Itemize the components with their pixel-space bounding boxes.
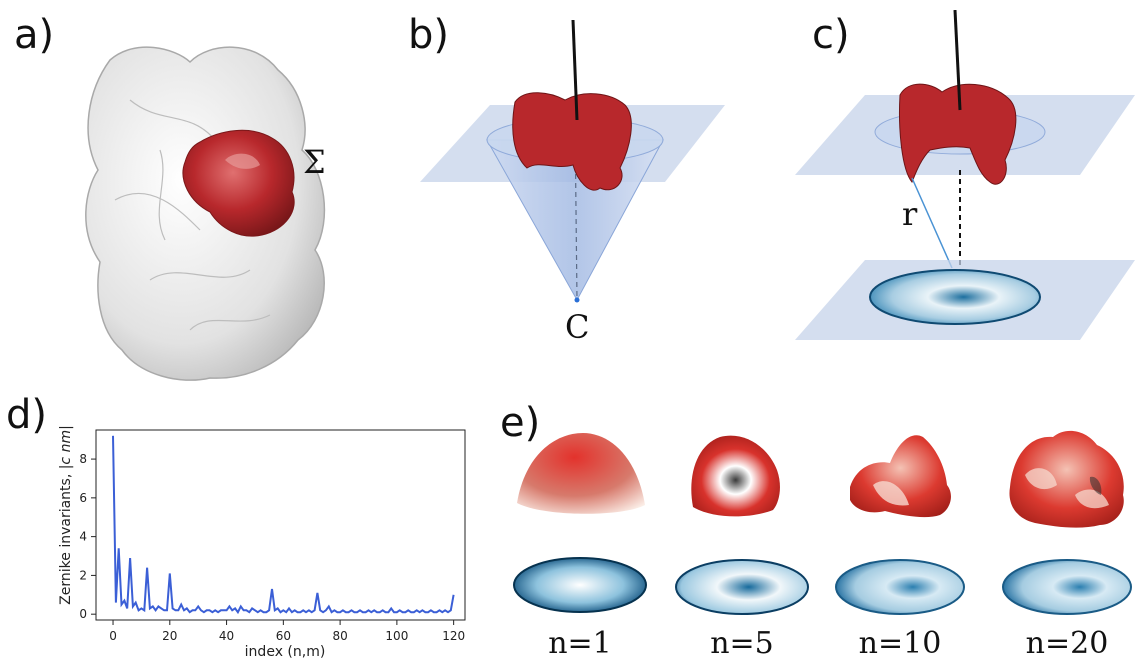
y-tick-label: 0 — [79, 607, 87, 621]
chart-ylabel-bar: | — [58, 425, 74, 430]
chart-ylabel-main: Zernike invariants, | — [58, 465, 74, 605]
distance-label: r — [902, 195, 918, 233]
binding-patch — [182, 129, 295, 237]
chart-ylabel-italic: c nm — [58, 430, 74, 465]
order-label-n20: n=20 — [1026, 626, 1109, 660]
disk-n10 — [835, 559, 965, 615]
x-tick-label: 60 — [276, 629, 291, 643]
protein-surface — [85, 46, 326, 381]
chart-ylabel: Zernike invariants, |c nm| — [58, 425, 74, 605]
order-label-n1: n=1 — [548, 626, 612, 660]
reconstruction-n10 — [850, 435, 951, 518]
series-line — [112, 435, 455, 615]
protein-surface-figure: Σ — [85, 46, 326, 381]
reconstruction-n5 — [691, 435, 780, 517]
plane-projection-figure: r — [795, 10, 1135, 340]
zernike-chart: 0 20 40 60 80 100 120 0 2 4 6 8 index (n,m) Zernike… — [58, 425, 466, 660]
panel-label-e: e) — [500, 400, 541, 446]
panel-label-a: a) — [14, 12, 55, 58]
reconstruction-n1 — [517, 433, 645, 514]
disk-n5 — [675, 559, 809, 615]
disk-n1 — [513, 557, 647, 613]
surface-symbol: Σ — [303, 143, 326, 181]
y-tick-label: 4 — [79, 530, 87, 544]
x-tick-label: 20 — [162, 629, 177, 643]
zernike-orders-figure: n=1 n=5 n=10 n=20 — [513, 430, 1132, 660]
chart-xlabel: index (n,m) — [245, 644, 326, 660]
cone-apex-label: C — [565, 308, 589, 340]
chart-frame — [95, 429, 466, 621]
disk-n20 — [1002, 559, 1132, 615]
x-tick-label: 100 — [385, 629, 408, 643]
panel-label-b: b) — [408, 12, 449, 58]
x-tick-label: 120 — [442, 629, 465, 643]
projected-disk — [869, 269, 1041, 325]
x-tick-label: 0 — [109, 629, 117, 643]
panel-label-d: d) — [6, 392, 47, 438]
y-tick-label: 6 — [79, 491, 87, 505]
reconstruction-n20 — [1009, 430, 1124, 528]
y-tick-label: 8 — [79, 452, 87, 466]
order-label-n5: n=5 — [710, 626, 774, 660]
order-label-n10: n=10 — [859, 626, 942, 660]
cone-projection-figure: C — [420, 20, 725, 340]
y-tick-label: 2 — [79, 568, 87, 582]
surface-patch — [512, 92, 632, 191]
panel-label-c: c) — [812, 12, 850, 58]
x-tick-label: 40 — [219, 629, 234, 643]
x-tick-label: 80 — [332, 629, 347, 643]
